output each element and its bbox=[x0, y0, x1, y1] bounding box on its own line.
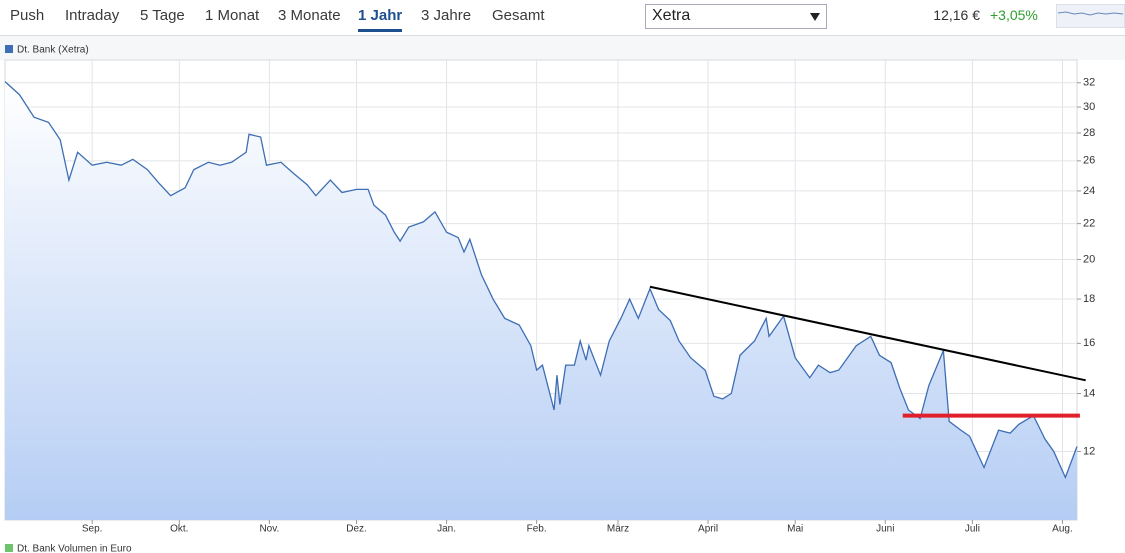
toolbar: Push Intraday 5 Tage 1 Monat 3 Monate 1 Jahr 3… bbox=[0, 0, 1125, 36]
exchange-label: Xetra bbox=[652, 7, 691, 24]
legend-strip bbox=[0, 36, 1125, 60]
x-tick-label: Mai bbox=[787, 524, 803, 535]
tab[interactable]: 1 Monat bbox=[205, 7, 260, 24]
tab[interactable]: 5 Tage bbox=[140, 7, 185, 24]
legend-label: Dt. Bank (Xetra) bbox=[17, 45, 89, 56]
y-tick-label: 26 bbox=[1083, 155, 1095, 167]
y-tick-label: 28 bbox=[1083, 127, 1095, 139]
y-tick-label: 14 bbox=[1083, 387, 1095, 399]
y-tick-label: 30 bbox=[1083, 101, 1095, 113]
tab[interactable]: Push bbox=[10, 7, 45, 24]
area-fill bbox=[5, 81, 1077, 520]
tab[interactable]: 3 Jahre bbox=[421, 7, 472, 24]
x-tick-label: Jan. bbox=[437, 524, 456, 535]
x-tick-label: Juni bbox=[876, 524, 894, 535]
x-tick-label: Dez. bbox=[346, 524, 367, 535]
y-tick-label: 16 bbox=[1083, 337, 1095, 349]
x-tick-label: Aug. bbox=[1052, 524, 1073, 535]
dropdown-arrow bbox=[810, 13, 820, 21]
x-tick-label: Nov. bbox=[259, 524, 279, 535]
tab[interactable]: 1 Jahr bbox=[358, 7, 403, 32]
y-tick-label: 12 bbox=[1083, 445, 1095, 457]
legend-swatch bbox=[5, 45, 13, 53]
x-tick-label: April bbox=[698, 524, 718, 535]
price-line bbox=[4, 81, 1078, 480]
legend-swatch bbox=[5, 544, 13, 552]
thumbnail[interactable] bbox=[1056, 4, 1125, 28]
tab[interactable]: Intraday bbox=[65, 7, 120, 24]
y-tick-label: 18 bbox=[1083, 293, 1095, 305]
y-tick-label: 22 bbox=[1083, 218, 1095, 230]
tab[interactable]: 3 Monate bbox=[278, 7, 341, 24]
x-tick-label: März bbox=[607, 524, 629, 535]
x-tick-label: Sep. bbox=[82, 524, 103, 535]
tab[interactable]: Gesamt bbox=[492, 7, 545, 24]
price-change: +3,05% bbox=[990, 7, 1038, 23]
legend-label: Dt. Bank Volumen in Euro bbox=[17, 544, 132, 553]
x-tick-label: Juli bbox=[965, 524, 980, 535]
x-tick-label: Okt. bbox=[170, 524, 188, 535]
price: 12,16 € bbox=[933, 7, 980, 23]
y-tick-label: 24 bbox=[1083, 185, 1095, 197]
x-tick-label: Feb. bbox=[527, 524, 547, 535]
y-tick-label: 20 bbox=[1083, 253, 1095, 265]
exchange-select[interactable]: Xetra bbox=[645, 4, 827, 29]
y-tick-label: 32 bbox=[1083, 77, 1095, 89]
trend-line bbox=[649, 285, 1086, 382]
